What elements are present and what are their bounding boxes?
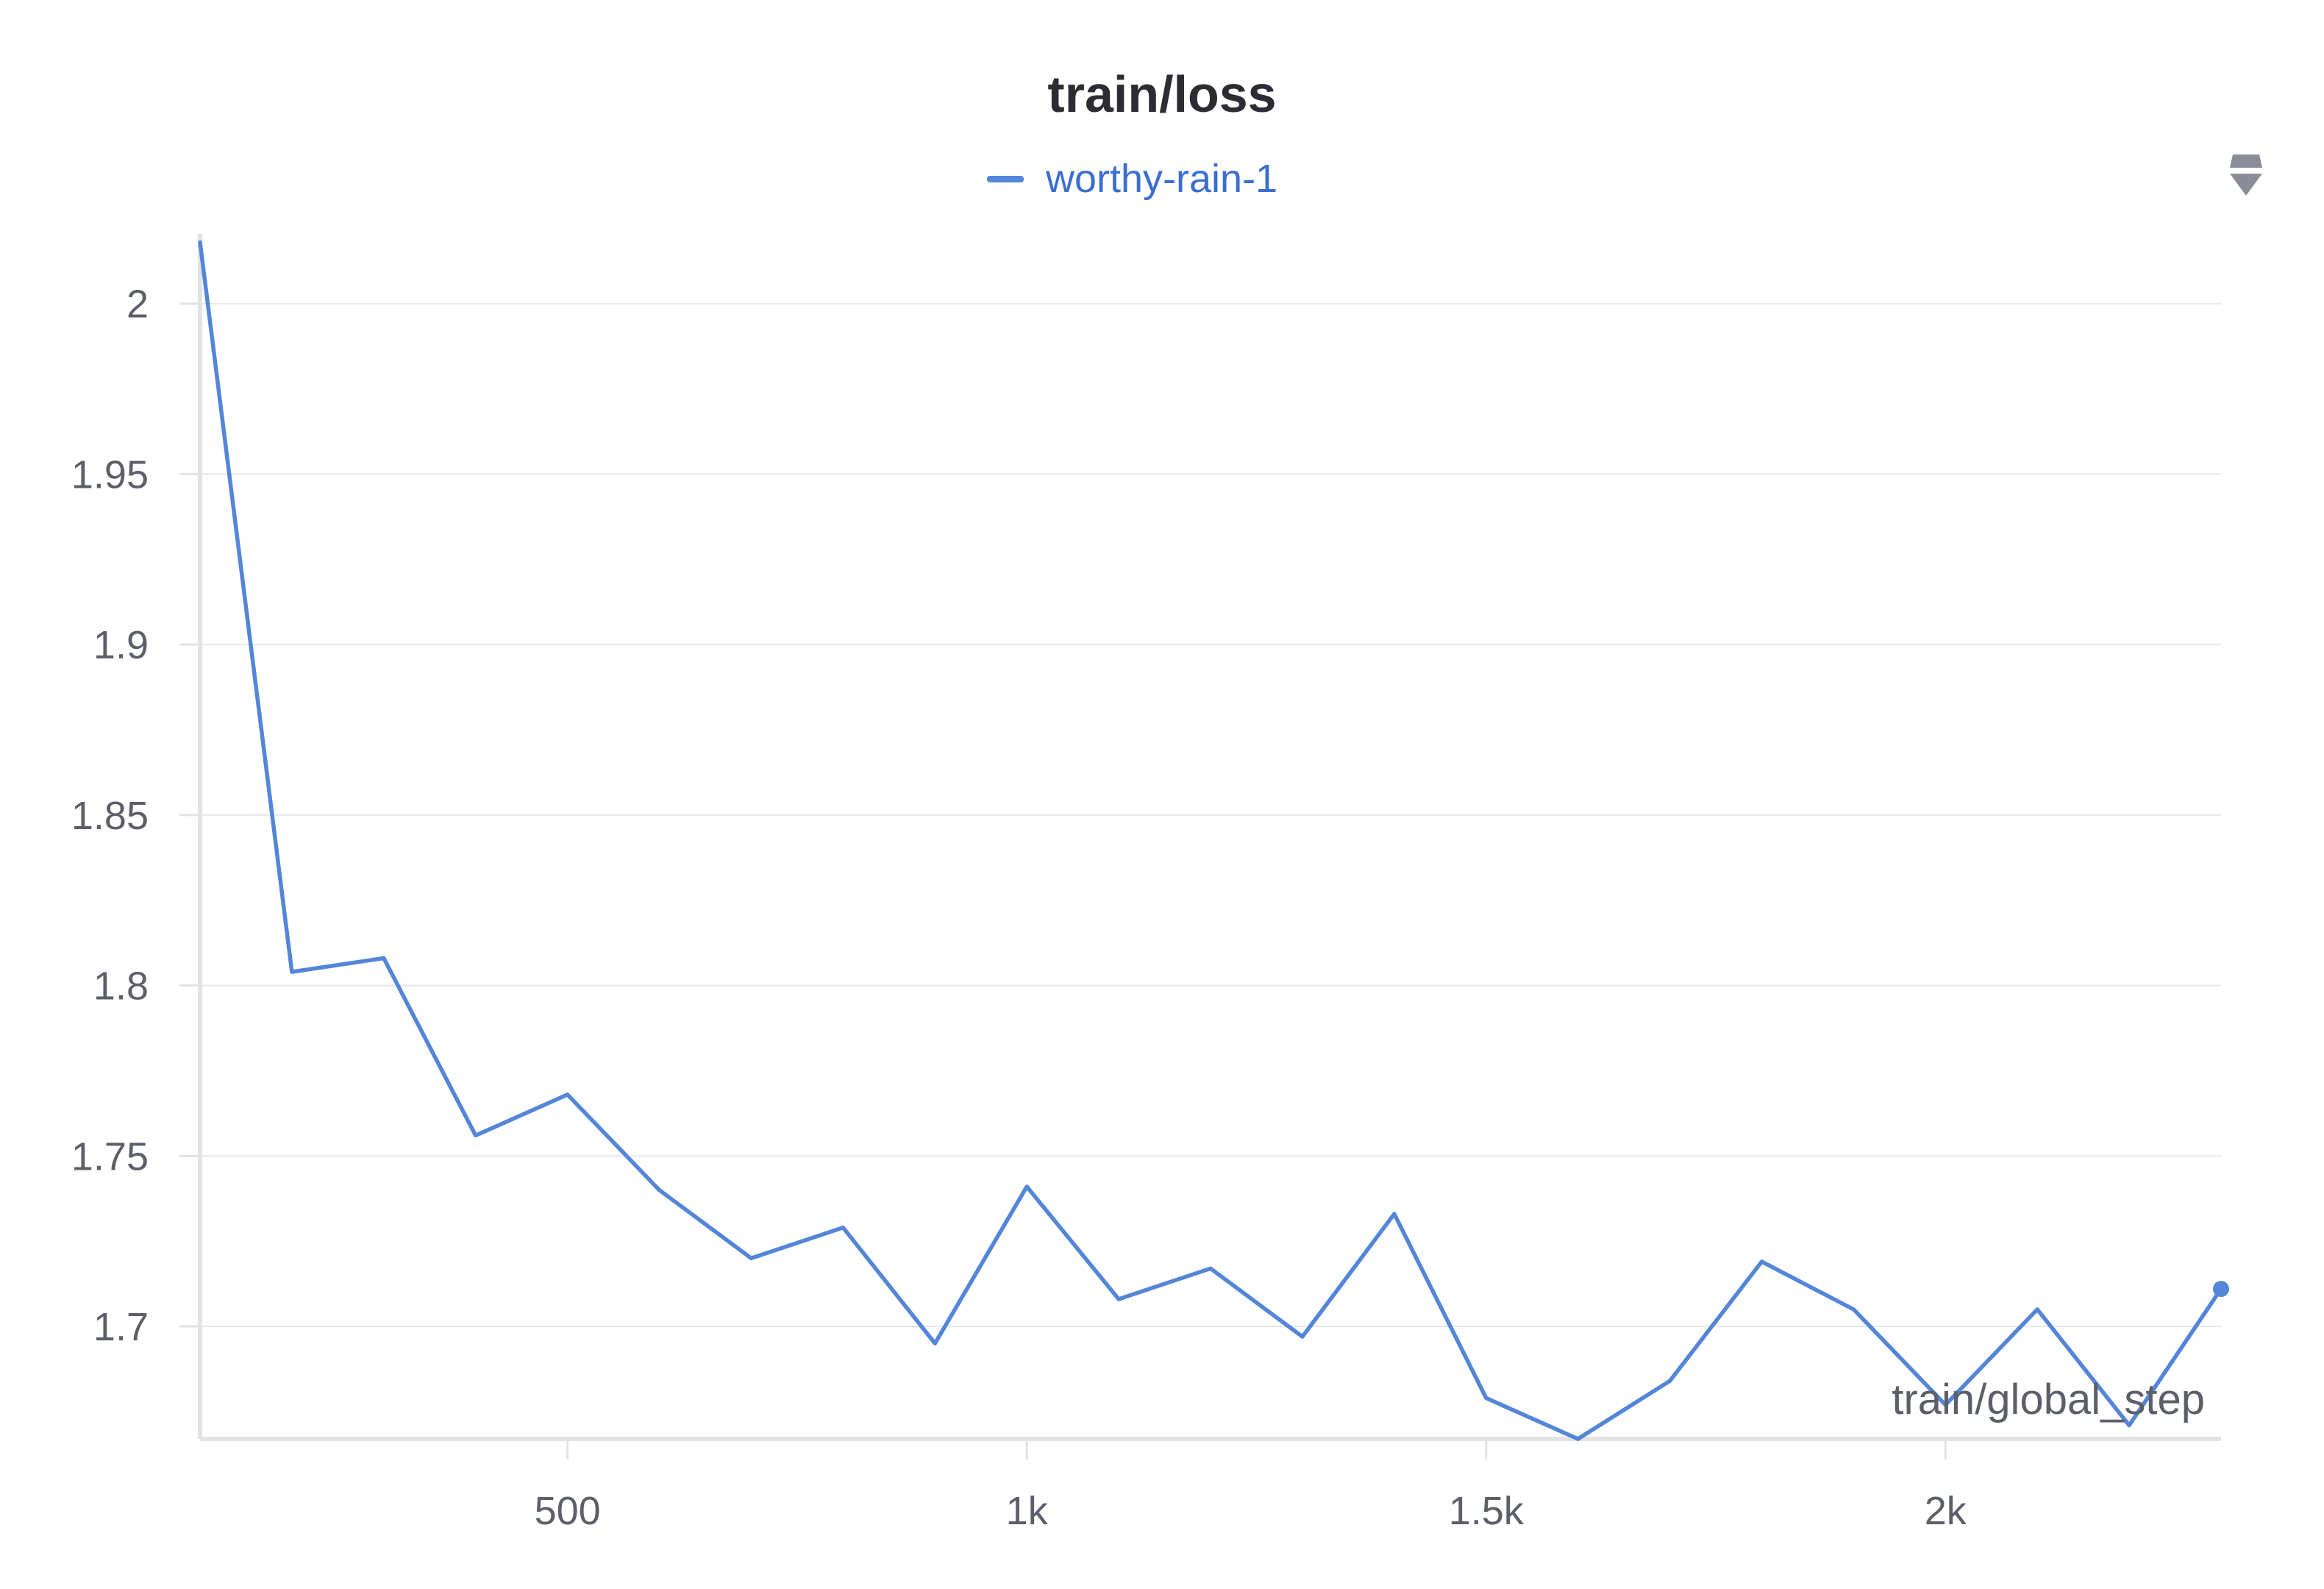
x-axis-title: train/global_step: [1892, 1376, 2205, 1423]
drag-handle-icon[interactable]: [2227, 152, 2265, 202]
y-tick-label: 1.95: [71, 452, 149, 497]
x-axis-ticks: 500 1k 1.5k 2k: [535, 1439, 1967, 1533]
y-tick-label: 1.9: [93, 623, 149, 667]
y-tick-label: 1.7: [93, 1305, 149, 1349]
legend[interactable]: worthy-rain-1: [987, 153, 1277, 205]
y-tick-label: 2: [126, 282, 149, 327]
x-tick-label: 1k: [1006, 1489, 1049, 1533]
legend-label-worthy-rain-1: worthy-rain-1: [1046, 157, 1278, 201]
y-tick-label: 1.85: [71, 794, 149, 838]
x-tick-label: 500: [535, 1489, 601, 1533]
y-tick-label: 1.75: [71, 1134, 149, 1179]
x-tick-label: 1.5k: [1449, 1489, 1525, 1533]
series-line-worthy-rain-1: [198, 240, 2223, 1441]
y-axis-ticks: 1.7 1.75 1.8 1.85 1.9 1.95 2: [71, 282, 200, 1349]
x-tick-label: 2k: [1925, 1489, 1967, 1533]
y-tick-label: 1.8: [93, 964, 149, 1009]
series-last-point: [2213, 1281, 2229, 1298]
chart-title: train/loss: [1047, 65, 1277, 123]
grid-lines: [200, 302, 2221, 1328]
legend-swatch: [987, 175, 1024, 182]
axes: [198, 234, 2221, 1441]
series-layer: [198, 240, 2229, 1441]
